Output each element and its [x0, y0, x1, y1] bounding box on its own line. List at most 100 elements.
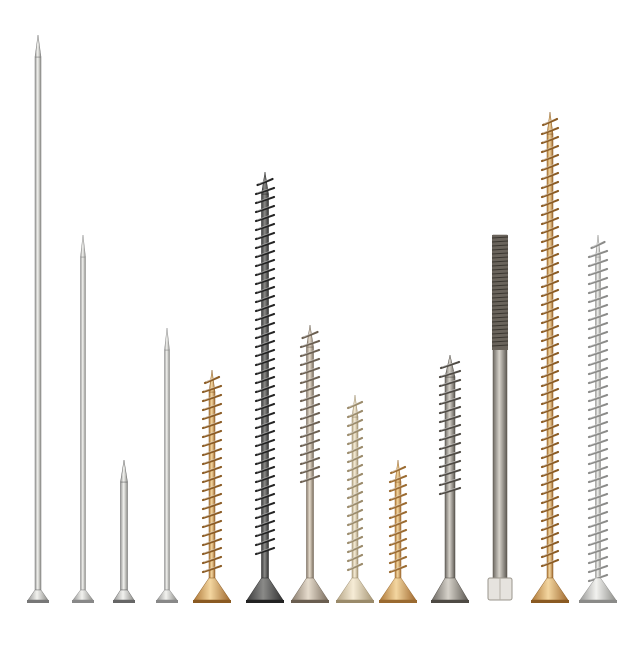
thread-highlight [589, 375, 607, 383]
thread-highlight [542, 558, 558, 566]
thread [540, 252, 560, 262]
thread-highlight [348, 472, 362, 480]
thread [299, 384, 321, 394]
thread [346, 490, 364, 500]
thread [346, 472, 364, 482]
thread [491, 308, 509, 311]
thread [587, 411, 609, 421]
thread [346, 463, 364, 473]
thread-highlight [440, 405, 460, 413]
thread [388, 528, 408, 538]
thread-highlight [440, 486, 460, 494]
thread [540, 306, 560, 316]
thread-highlight [203, 519, 221, 527]
thread-highlight [256, 537, 274, 545]
thread [587, 483, 609, 493]
thread-highlight [440, 396, 460, 404]
thread [254, 339, 276, 349]
thread [540, 171, 560, 181]
thread [201, 402, 223, 412]
thread-highlight [589, 564, 607, 572]
screw [531, 111, 569, 603]
thread-highlight [589, 249, 607, 257]
thread [540, 387, 560, 397]
thread-highlight [589, 258, 607, 266]
thread [254, 402, 276, 412]
thread-highlight [203, 456, 221, 464]
thread-highlight [256, 294, 274, 302]
thread [587, 519, 609, 529]
head-top [579, 600, 617, 603]
thread [587, 303, 609, 313]
thread [201, 528, 223, 538]
thread [201, 501, 223, 511]
head-top [379, 600, 417, 603]
thread [491, 244, 509, 247]
thread-highlight [542, 513, 558, 521]
thread-highlight [390, 510, 406, 518]
thread [540, 549, 560, 559]
thread [299, 411, 321, 421]
head-top [193, 600, 231, 603]
thread [540, 324, 560, 334]
thread-highlight [256, 456, 274, 464]
thread [587, 546, 609, 556]
tip [34, 34, 42, 58]
thread [540, 486, 560, 496]
thread-highlight [542, 396, 558, 404]
thread-highlight [440, 468, 460, 476]
thread [540, 369, 560, 379]
thread [587, 375, 609, 385]
thread [299, 429, 321, 439]
thread [346, 544, 364, 554]
thread [438, 477, 462, 487]
thread [346, 436, 364, 446]
thread [491, 264, 509, 267]
thread-highlight [348, 418, 362, 426]
thread [388, 483, 408, 493]
thread [254, 348, 276, 358]
thread [388, 474, 408, 484]
thread-highlight [348, 481, 362, 489]
thread [540, 288, 560, 298]
thread [254, 411, 276, 421]
thread-highlight [589, 465, 607, 473]
screw [431, 354, 469, 603]
thread-highlight [589, 510, 607, 518]
thread-highlight [256, 231, 274, 239]
thread [254, 384, 276, 394]
thread-highlight [589, 420, 607, 428]
thread-highlight [203, 492, 221, 500]
thread [254, 276, 276, 286]
thread [438, 405, 462, 415]
thread-highlight [256, 375, 274, 383]
thread [491, 260, 509, 263]
thread [201, 474, 223, 484]
thread-highlight [542, 414, 558, 422]
thread [201, 492, 223, 502]
thread-highlight [256, 267, 274, 275]
thread [587, 294, 609, 304]
head [246, 577, 284, 601]
thread-highlight [542, 450, 558, 458]
thread [438, 414, 462, 424]
thread [540, 396, 560, 406]
thread-highlight [589, 537, 607, 545]
thread-highlight [542, 306, 558, 314]
thread [540, 189, 560, 199]
thread [540, 450, 560, 460]
tip [164, 327, 170, 351]
thread [438, 486, 462, 496]
thread-highlight [256, 204, 274, 212]
shank [120, 481, 128, 591]
thread-highlight [348, 427, 362, 435]
thread-highlight [301, 420, 319, 428]
thread-highlight [542, 495, 558, 503]
thread-highlight [203, 501, 221, 509]
thread-highlight [256, 510, 274, 518]
thread-highlight [256, 483, 274, 491]
thread-highlight [256, 438, 274, 446]
thread-highlight [440, 432, 460, 440]
thread-highlight [203, 546, 221, 554]
shank [80, 256, 86, 591]
